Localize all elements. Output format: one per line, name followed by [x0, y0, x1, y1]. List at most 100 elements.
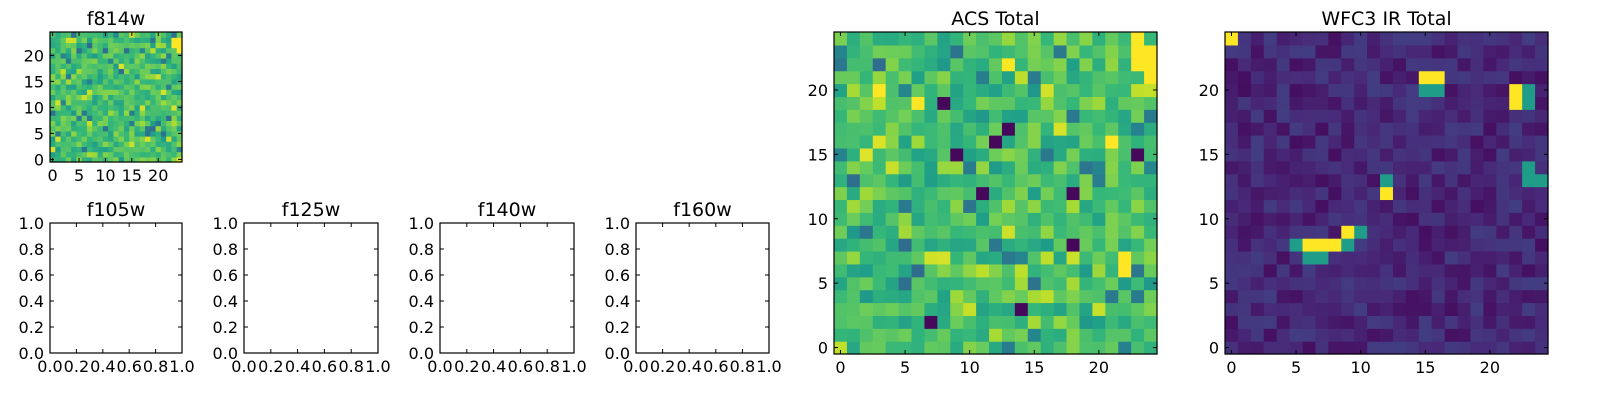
heatmap-cell [950, 199, 964, 213]
heatmap-cell [1237, 32, 1252, 46]
heatmap-cell [129, 146, 136, 153]
panel-title: f160w [673, 199, 732, 221]
heatmap-cell [1001, 122, 1016, 136]
heatmap-cell [1315, 263, 1329, 278]
heatmap-cell [65, 136, 72, 142]
heatmap-cell [1289, 160, 1304, 175]
heatmap-cell [50, 120, 56, 127]
heatmap-cell [102, 47, 109, 54]
heatmap-cell [872, 186, 887, 201]
heatmap-cell [1053, 328, 1068, 342]
y-tick-label: 20 [24, 46, 44, 65]
heatmap-cell [1380, 212, 1394, 226]
heatmap-cell [859, 32, 874, 46]
heatmap-cell [1457, 225, 1472, 239]
heatmap-cell [81, 37, 88, 43]
heatmap-cell [1405, 276, 1420, 291]
heatmap-cell [97, 125, 104, 132]
heatmap-cell [911, 212, 926, 226]
heatmap-cell [1302, 263, 1317, 278]
heatmap-cell [1105, 250, 1119, 265]
heatmap-cell [1289, 109, 1304, 123]
heatmap-cell [86, 63, 93, 69]
heatmap-cell [171, 156, 178, 163]
heatmap-cell [885, 225, 900, 239]
heatmap-cell [1380, 289, 1394, 304]
heatmap-cell [885, 341, 900, 355]
heatmap-cell [1053, 173, 1068, 188]
x-tick-label: 0.4 [481, 357, 506, 376]
heatmap-cell [1509, 199, 1523, 213]
heatmap-cell [1522, 225, 1536, 239]
heatmap-cell [1053, 135, 1068, 149]
heatmap-cell [108, 99, 114, 106]
heatmap-cell [65, 37, 72, 43]
heatmap-cell [1405, 173, 1420, 188]
heatmap-cell [123, 73, 130, 80]
heatmap-cell [846, 302, 861, 316]
heatmap-cell [1354, 173, 1368, 188]
heatmap-cell [60, 136, 67, 142]
heatmap-cell [950, 173, 964, 188]
heatmap-cell [1380, 122, 1394, 136]
heatmap-cell [1276, 276, 1291, 291]
heatmap-cell [1289, 199, 1304, 213]
heatmap-cell [1079, 173, 1093, 188]
heatmap-cell [1328, 96, 1342, 110]
heatmap-cell [166, 146, 173, 153]
heatmap-cell [150, 37, 157, 43]
heatmap-cell [86, 125, 93, 132]
heatmap-cell [1066, 57, 1081, 72]
heatmap-cell [145, 156, 151, 163]
heatmap-cell [1276, 289, 1291, 304]
heatmap-cell [118, 52, 125, 59]
heatmap-cell [1444, 250, 1459, 265]
heatmap-cell [1496, 276, 1510, 291]
heatmap-cell [1053, 212, 1068, 226]
heatmap-cell [1341, 276, 1355, 291]
heatmap-cell [1131, 250, 1145, 265]
heatmap-cell [1354, 238, 1368, 252]
heatmap-cell [145, 94, 151, 101]
heatmap-cell [1392, 135, 1407, 149]
panel-title: ACS Total [951, 8, 1039, 30]
heatmap-cell [176, 89, 183, 95]
heatmap-cell [846, 276, 861, 291]
heatmap-cell [166, 78, 173, 85]
heatmap-cell [1496, 199, 1510, 213]
heatmap-cell [859, 186, 874, 201]
heatmap-cell [1380, 186, 1394, 201]
heatmap-cell [1380, 109, 1394, 123]
heatmap-cell [1354, 96, 1368, 110]
heatmap-cell [1483, 341, 1497, 355]
heatmap-cell [872, 328, 887, 342]
heatmap-cell [1431, 70, 1446, 85]
heatmap-cell [1535, 83, 1549, 97]
heatmap-cell [86, 42, 93, 49]
heatmap-cell [1040, 57, 1055, 72]
heatmap-cell [1392, 109, 1407, 123]
heatmap-cell [834, 96, 848, 110]
heatmap-cell [1144, 289, 1158, 304]
heatmap-cell [1289, 238, 1304, 252]
heatmap-cell [950, 186, 964, 201]
heatmap-cell [129, 151, 136, 158]
heatmap-cell [113, 78, 120, 85]
heatmap-cell [1027, 263, 1042, 278]
heatmap-cell [123, 32, 130, 38]
heatmap-cell [1367, 341, 1381, 355]
heatmap-cell [1302, 328, 1317, 342]
heatmap-cell [1483, 276, 1497, 291]
heatmap-cell [1289, 302, 1304, 316]
heatmap-cell [1131, 341, 1145, 355]
heatmap-cell [1418, 199, 1433, 213]
heatmap-cell [1522, 250, 1536, 265]
heatmap-cell [60, 110, 67, 116]
heatmap-cell [76, 141, 83, 147]
heatmap-cell [1027, 160, 1042, 175]
heatmap-cell [937, 289, 951, 304]
heatmap-cell [65, 115, 72, 121]
heatmap-cell [86, 120, 93, 127]
heatmap-cell [834, 173, 848, 188]
heatmap-cell [97, 89, 104, 95]
